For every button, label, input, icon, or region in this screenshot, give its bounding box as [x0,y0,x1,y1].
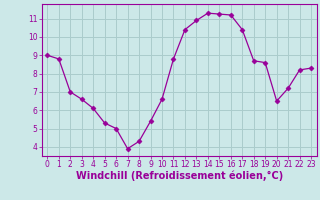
X-axis label: Windchill (Refroidissement éolien,°C): Windchill (Refroidissement éolien,°C) [76,171,283,181]
